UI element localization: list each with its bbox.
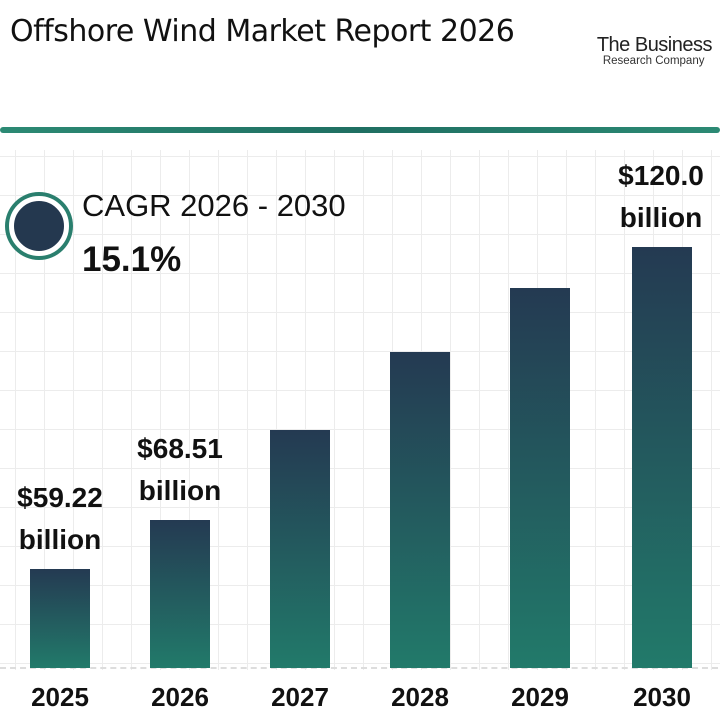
logo-line-2: Research Company — [602, 55, 705, 67]
bar-2030 — [632, 247, 692, 668]
x-tick-label: 2029 — [511, 682, 569, 712]
logo-line-1: The Business — [596, 34, 713, 56]
x-tick-label: 2030 — [633, 682, 691, 712]
data-label-amount: $68.51 — [137, 433, 223, 465]
cagr-label: CAGR 2026 - 2030 — [82, 188, 346, 223]
data-label-amount: $120.0 — [618, 160, 704, 192]
data-label: $68.51 billion — [125, 428, 235, 512]
data-label-unit: billion — [619, 202, 703, 234]
cagr-value: 15.1% — [82, 240, 182, 279]
data-label-unit: billion — [138, 475, 222, 507]
bar-2029 — [510, 287, 570, 668]
x-tick-label: 2025 — [31, 682, 89, 712]
data-label-amount: $59.22 — [17, 482, 103, 514]
data-label-unit: billion — [18, 524, 102, 556]
data-label: $120.0 billion — [606, 155, 716, 239]
x-tick-label: 2026 — [151, 682, 209, 712]
x-tick-label: 2027 — [271, 682, 329, 712]
bar-2026 — [150, 520, 210, 668]
bar-2025 — [30, 569, 90, 668]
chart-title: Offshore Wind Market Report 2026 — [10, 14, 515, 49]
bar-2027 — [270, 430, 330, 668]
grid-background — [0, 150, 720, 670]
x-axis-baseline — [0, 667, 718, 669]
bar-2028 — [390, 352, 450, 668]
company-logo: The Business Research Company — [596, 34, 713, 67]
divider — [0, 127, 720, 133]
x-tick-label: 2028 — [391, 682, 449, 712]
data-label: $59.22 billion — [5, 477, 115, 561]
cagr-circle-icon — [9, 196, 69, 256]
